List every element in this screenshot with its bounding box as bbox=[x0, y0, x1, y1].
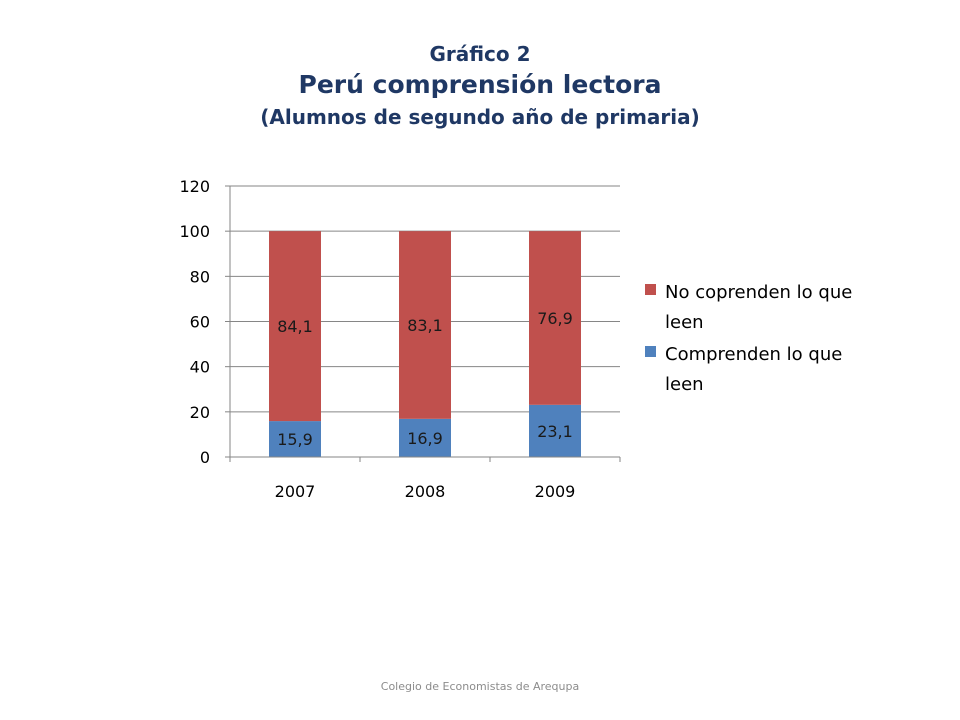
bar-segment bbox=[529, 404, 581, 457]
bar-segment bbox=[399, 231, 451, 419]
data-label: 84,1 bbox=[277, 317, 313, 336]
data-label: 15,9 bbox=[277, 430, 313, 449]
legend-swatch bbox=[645, 346, 656, 357]
x-tick-label: 2008 bbox=[405, 482, 446, 501]
y-tick-label: 0 bbox=[200, 448, 210, 467]
bar-segment bbox=[269, 421, 321, 457]
x-tick-label: 2009 bbox=[535, 482, 576, 501]
legend-swatch bbox=[645, 284, 656, 295]
legend-label: No coprenden lo que bbox=[665, 282, 852, 303]
x-tick-label: 2007 bbox=[275, 482, 316, 501]
legend-label: leen bbox=[665, 374, 704, 395]
data-label: 23,1 bbox=[537, 422, 573, 441]
y-tick-label: 100 bbox=[179, 222, 210, 241]
y-tick-label: 80 bbox=[190, 267, 210, 286]
legend-label: leen bbox=[665, 312, 704, 333]
chart-title-line3: (Alumnos de segundo año de primaria) bbox=[260, 105, 700, 129]
chart-title-block: Gráfico 2 Perú comprensión lectora (Alum… bbox=[0, 40, 960, 132]
legend-label: Comprenden lo que bbox=[665, 344, 842, 365]
data-label: 16,9 bbox=[407, 429, 443, 448]
bar-segment bbox=[529, 231, 581, 405]
bar-segment bbox=[399, 418, 451, 457]
chart-title-line2: Perú comprensión lectora bbox=[298, 70, 662, 99]
bar-segment bbox=[269, 231, 321, 422]
y-tick-label: 60 bbox=[190, 313, 210, 332]
chart-title-line1: Gráfico 2 bbox=[429, 42, 531, 66]
footer-text: Colegio de Economistas de Arequpa bbox=[380, 680, 580, 693]
y-tick-label: 20 bbox=[190, 403, 210, 422]
y-tick-label: 120 bbox=[179, 177, 210, 196]
data-label: 76,9 bbox=[537, 309, 573, 328]
data-label: 83,1 bbox=[407, 316, 443, 335]
y-tick-label: 40 bbox=[190, 358, 210, 377]
